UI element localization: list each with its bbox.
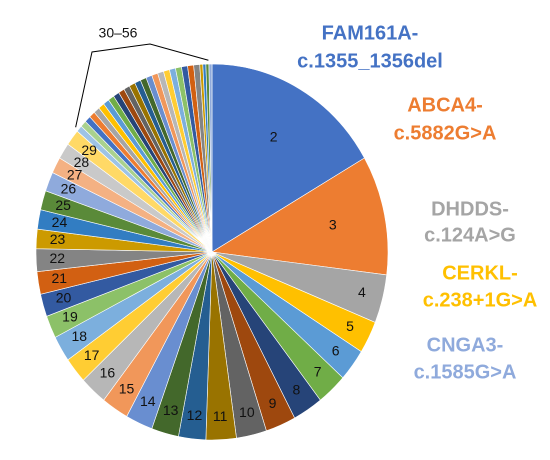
slice-label: 24	[52, 214, 68, 230]
slice-label: 16	[100, 365, 116, 381]
callout-label: FAM161A-	[322, 22, 419, 44]
callout-label: c.1355_1356del	[297, 50, 443, 72]
callout-label: DHDDS-	[431, 198, 509, 220]
slice-label: 13	[163, 402, 179, 418]
slice-label: 19	[62, 309, 78, 325]
slice-label: 23	[50, 231, 66, 247]
bracket	[75, 43, 209, 128]
slice-label: 12	[187, 407, 203, 423]
slice-label: 11	[213, 408, 228, 424]
slice-label: 5	[346, 318, 354, 334]
slice-label: 4	[358, 284, 366, 300]
slice-label: 2	[270, 129, 278, 145]
slice-label: 15	[119, 381, 135, 397]
slice-label: 28	[74, 154, 90, 170]
slice-label: 9	[269, 395, 277, 411]
slice-label: 25	[55, 197, 71, 213]
callout-label: c.5882G>A	[394, 122, 497, 144]
pie-slice	[208, 63, 213, 253]
slice-label: 29	[81, 142, 97, 158]
callout-label: CNGA3-	[427, 334, 504, 356]
callout-label: c.238+1G>A	[423, 289, 538, 311]
slice-label: 10	[239, 404, 255, 420]
slice-label: 22	[49, 250, 65, 266]
callout-label: ABCA4-	[407, 94, 483, 116]
slice-label: 14	[140, 393, 156, 409]
callout-label: c.1585G>A	[414, 361, 517, 383]
pie-slice	[211, 157, 389, 276]
slice-label: 20	[56, 290, 72, 306]
slice-label: 27	[67, 166, 83, 182]
pie-slice	[211, 63, 365, 253]
slice-label: 3	[329, 216, 337, 232]
callout-label: c.124A>G	[424, 224, 516, 246]
slice-label: 6	[332, 342, 340, 358]
slice-label: 17	[84, 347, 100, 363]
annotation: 30–56	[99, 25, 138, 41]
slice-label: 26	[61, 181, 77, 197]
slice-label: 7	[314, 364, 322, 380]
slice-label: 18	[71, 328, 87, 344]
callout-label: CERKL-	[442, 262, 518, 284]
slice-label: 8	[292, 381, 300, 397]
slice-label: 21	[51, 270, 67, 286]
